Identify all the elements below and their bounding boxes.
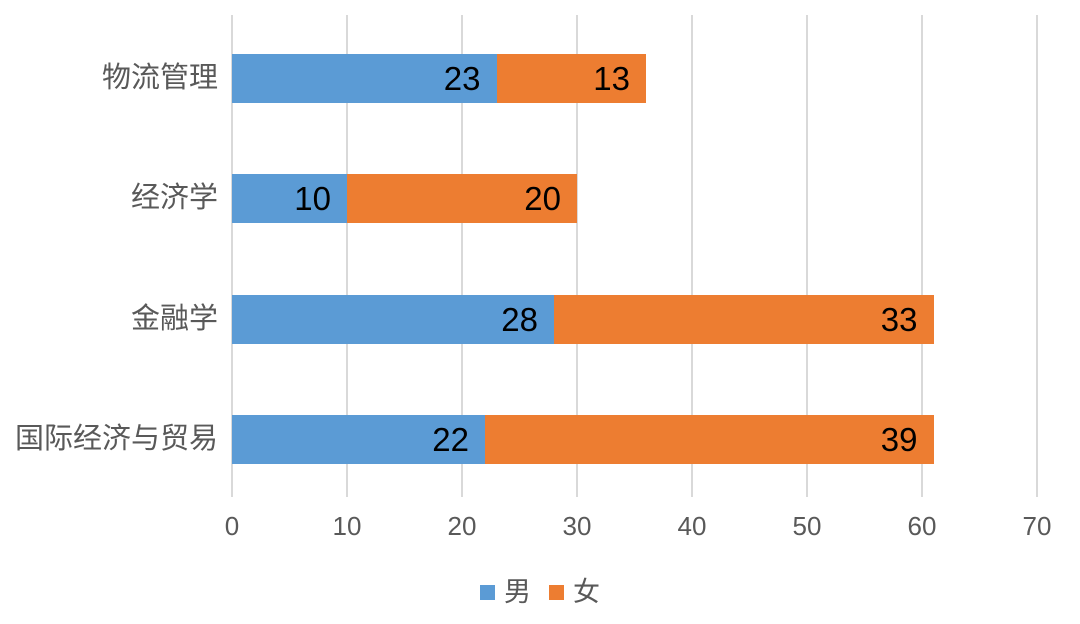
x-tick-label-30: 30 (562, 511, 592, 541)
x-tick-label-0: 0 (224, 511, 240, 541)
data-label-male: 28 (501, 300, 538, 338)
bar-segment-female: 20 (347, 174, 577, 224)
data-label-female: 20 (524, 180, 561, 218)
gridline-60 (921, 15, 923, 497)
gridline-20 (461, 15, 463, 497)
bar-row-1: 10 20 (232, 174, 577, 224)
data-label-male: 22 (432, 421, 469, 459)
bar-segment-female: 13 (496, 53, 646, 103)
bar-segment-female: 39 (485, 415, 934, 465)
bar-segment-female: 33 (554, 294, 934, 344)
x-tick-label-50: 50 (792, 511, 822, 541)
gridline-50 (806, 15, 808, 497)
bar-segment-male: 10 (232, 174, 347, 224)
x-tick-label-10: 10 (332, 511, 362, 541)
gridline-0 (231, 15, 233, 497)
category-label: 物流管理 (101, 61, 218, 94)
plot-area: 23 13 10 20 28 33 22 39 (231, 15, 1038, 497)
legend-swatch-male (480, 584, 495, 600)
category-label: 经济学 (130, 182, 218, 215)
x-tick-label-60: 60 (907, 511, 937, 541)
gridline-70 (1036, 15, 1038, 497)
x-axis: 0 10 20 30 40 50 60 70 (225, 508, 1052, 544)
bar-row-0: 23 13 (232, 53, 646, 103)
legend-label-male: 男 (504, 577, 531, 607)
category-label: 金融学 (130, 302, 218, 335)
data-label-female: 13 (593, 59, 630, 97)
legend-label-female: 女 (573, 577, 600, 607)
x-tick-label-40: 40 (677, 511, 707, 541)
bar-segment-male: 28 (232, 294, 554, 344)
data-label-male: 23 (443, 59, 481, 97)
x-tick-label-70: 70 (1022, 511, 1052, 541)
bar-row-3: 22 39 (232, 415, 934, 465)
gridline-10 (346, 15, 348, 497)
gridline-40 (691, 15, 693, 497)
legend: 男女 (0, 572, 1080, 612)
gridline-30 (576, 15, 578, 497)
bar-row-2: 28 33 (232, 294, 934, 344)
category-label: 国际经济与贸易 (14, 423, 218, 456)
legend-swatch-female (549, 584, 564, 600)
data-label-male: 10 (294, 180, 331, 218)
x-tick-label-20: 20 (447, 511, 477, 541)
bar-segment-male: 23 (232, 53, 497, 103)
data-label-female: 33 (880, 300, 918, 338)
legend-item-male: 男 (480, 572, 531, 612)
legend-item-female: 女 (549, 572, 600, 612)
bar-segment-male: 22 (232, 415, 485, 465)
data-label-female: 39 (880, 421, 918, 459)
